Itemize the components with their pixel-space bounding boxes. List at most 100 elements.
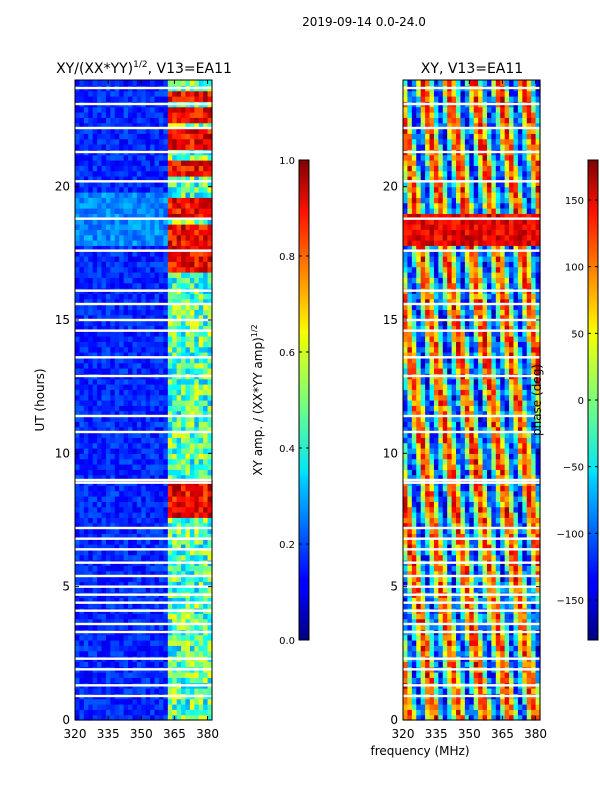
amplitude-cell bbox=[198, 490, 204, 497]
amplitude-cell bbox=[167, 213, 173, 220]
amplitude-cell bbox=[163, 490, 169, 497]
amplitude-cell bbox=[128, 565, 134, 572]
amplitude-cell bbox=[198, 474, 204, 481]
amplitude-cell bbox=[145, 597, 151, 604]
amplitude-cell bbox=[176, 490, 182, 497]
amplitude-cell bbox=[136, 213, 142, 220]
phase-cell bbox=[491, 634, 497, 641]
amplitude-cell bbox=[203, 565, 209, 572]
phase-cell bbox=[486, 677, 492, 684]
amplitude-cell bbox=[150, 170, 156, 177]
amplitude-cell bbox=[75, 309, 81, 316]
amplitude-cell bbox=[145, 512, 151, 518]
amplitude-cell bbox=[150, 197, 156, 204]
amplitude-cell bbox=[150, 106, 156, 113]
amplitude-cell bbox=[172, 314, 178, 321]
amplitude-cell bbox=[92, 128, 98, 134]
amplitude-cell bbox=[158, 272, 164, 278]
amplitude-cell bbox=[105, 192, 111, 198]
phase-cell bbox=[469, 570, 475, 577]
amplitude-cell bbox=[172, 565, 178, 572]
amplitude-cell bbox=[83, 165, 89, 172]
phase-cell bbox=[416, 565, 422, 572]
amplitude-cell bbox=[158, 261, 164, 268]
amplitude-cell bbox=[119, 362, 125, 369]
amplitude-cell bbox=[132, 426, 138, 433]
amplitude-cell bbox=[75, 357, 81, 364]
amplitude-cell bbox=[83, 394, 89, 401]
amplitude-cell bbox=[88, 128, 94, 134]
amplitude-cell bbox=[158, 400, 164, 406]
amplitude-cell bbox=[132, 565, 138, 572]
amplitude-cell bbox=[145, 517, 151, 524]
amplitude-cell bbox=[207, 485, 213, 492]
amplitude-cell bbox=[88, 256, 94, 262]
phase-cell bbox=[425, 586, 431, 593]
amplitude-cell bbox=[110, 650, 116, 657]
amplitude-cell bbox=[194, 432, 200, 438]
phase-cell bbox=[451, 672, 457, 678]
amplitude-cell bbox=[97, 314, 103, 321]
amplitude-cell bbox=[97, 304, 103, 310]
amplitude-cell bbox=[150, 645, 156, 652]
amplitude-cell bbox=[88, 634, 94, 641]
phase-cell bbox=[535, 544, 541, 550]
amplitude-cell bbox=[185, 618, 191, 625]
amplitude-cell bbox=[114, 330, 120, 337]
amplitude-cell bbox=[207, 229, 213, 236]
amplitude-cell bbox=[185, 421, 191, 428]
amplitude-cell bbox=[154, 330, 160, 337]
amplitude-cell bbox=[92, 421, 98, 428]
amplitude-cell bbox=[185, 224, 191, 230]
amplitude-cell bbox=[136, 117, 142, 124]
amplitude-cell bbox=[128, 533, 134, 540]
amplitude-cell bbox=[128, 405, 134, 412]
amplitude-cell bbox=[79, 677, 85, 684]
amplitude-cell bbox=[145, 576, 151, 582]
amplitude-cell bbox=[75, 122, 81, 129]
phase-cell bbox=[447, 602, 453, 609]
amplitude-cell bbox=[176, 624, 182, 630]
phase-cell bbox=[491, 533, 497, 540]
amplitude-cell bbox=[167, 586, 173, 593]
phase-cell bbox=[478, 709, 484, 716]
amplitude-cell bbox=[110, 533, 116, 540]
amplitude-cell bbox=[119, 352, 125, 358]
amplitude-cell bbox=[163, 138, 169, 145]
amplitude-cell bbox=[141, 501, 147, 508]
amplitude-cell bbox=[132, 645, 138, 652]
phase-cell bbox=[517, 538, 523, 545]
phase-cell bbox=[491, 544, 497, 550]
amplitude-cell bbox=[83, 448, 89, 454]
phase-cell bbox=[464, 709, 470, 716]
phase-cell bbox=[425, 522, 431, 529]
phase-cell bbox=[522, 704, 528, 710]
amplitude-cell bbox=[114, 213, 120, 220]
amplitude-cell bbox=[145, 261, 151, 268]
phase-cell bbox=[447, 645, 453, 652]
amplitude-cell bbox=[167, 714, 173, 721]
amplitude-cell bbox=[207, 432, 213, 438]
phase-cell bbox=[420, 538, 426, 545]
amplitude-cell bbox=[101, 533, 107, 540]
amplitude-cell bbox=[189, 202, 195, 209]
phase-cell bbox=[522, 677, 528, 684]
phase-cell bbox=[407, 544, 413, 550]
amplitude-cell bbox=[150, 133, 156, 140]
phase-cell bbox=[460, 709, 466, 716]
phase-cell bbox=[486, 613, 492, 620]
amplitude-cell bbox=[150, 432, 156, 438]
amplitude-cell bbox=[114, 245, 120, 252]
amplitude-cell bbox=[83, 496, 89, 502]
amplitude-cell bbox=[132, 266, 138, 273]
phase-cell bbox=[535, 688, 541, 694]
amplitude-cell bbox=[128, 186, 134, 193]
amplitude-cell bbox=[167, 384, 173, 390]
amplitude-cell bbox=[194, 234, 200, 241]
amplitude-cell bbox=[110, 304, 116, 310]
amplitude-cell bbox=[172, 170, 178, 177]
amplitude-cell bbox=[141, 437, 147, 444]
phase-cell bbox=[460, 677, 466, 684]
phase-cell bbox=[509, 570, 515, 577]
amplitude-cell bbox=[181, 442, 187, 449]
